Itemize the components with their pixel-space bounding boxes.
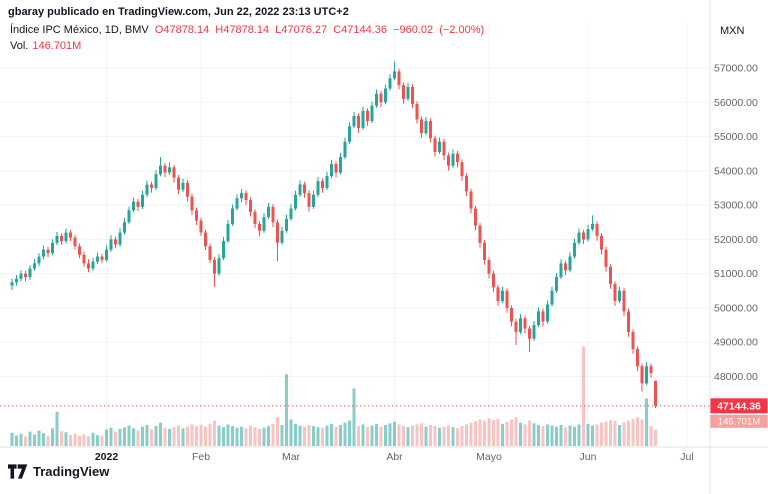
svg-text:2022: 2022 xyxy=(95,451,119,463)
tradingview-logo-icon xyxy=(8,464,28,479)
svg-text:Mar: Mar xyxy=(282,451,301,463)
svg-text:Jul: Jul xyxy=(680,451,693,463)
tradingview-logo-text: TradingView xyxy=(33,464,110,479)
price-axis-currency: MXN xyxy=(720,25,745,37)
svg-text:56000.00: 56000.00 xyxy=(714,97,758,109)
svg-text:Jun: Jun xyxy=(580,451,597,463)
svg-text:54000.00: 54000.00 xyxy=(714,165,758,177)
price-axis: 57000.00 56000.00 55000.00 54000.00 53000.00… xyxy=(714,63,758,384)
svg-text:47144.36: 47144.36 xyxy=(717,400,761,412)
svg-text:Mayo: Mayo xyxy=(476,451,502,463)
volume-layer xyxy=(10,346,657,446)
svg-text:Abr: Abr xyxy=(386,451,403,463)
svg-text:48000.00: 48000.00 xyxy=(714,371,758,383)
ohlc-values: O47878.14 H47878.14 L47076.27 C47144.36 … xyxy=(154,24,485,36)
svg-text:50000.00: 50000.00 xyxy=(714,302,758,314)
symbol-legend[interactable]: Índice IPC México, 1D, BMV O47878.14 H478… xyxy=(10,24,484,36)
svg-text:55000.00: 55000.00 xyxy=(714,131,758,143)
svg-text:53000.00: 53000.00 xyxy=(714,200,758,212)
time-axis: 2022 Feb Mar Abr Mayo Jun Jul xyxy=(95,451,694,463)
volume-value: 146.701M xyxy=(32,40,82,52)
volume-label: Vol. xyxy=(10,40,29,52)
svg-text:51000.00: 51000.00 xyxy=(714,268,758,280)
candles-layer xyxy=(10,61,657,409)
volume-legend: Vol. 146.701M xyxy=(10,40,81,52)
svg-text:57000.00: 57000.00 xyxy=(714,63,758,75)
tradingview-logo[interactable]: TradingView xyxy=(8,464,109,479)
attribution: gbaray publicado en TradingView.com, Jun… xyxy=(8,6,349,18)
last-price-badge: 47144.36 xyxy=(710,398,768,414)
svg-text:146.701M: 146.701M xyxy=(718,416,760,427)
grid-layer xyxy=(0,22,710,447)
symbol-title: Índice IPC México, 1D, BMV xyxy=(10,24,149,36)
svg-text:Feb: Feb xyxy=(192,451,210,463)
svg-text:52000.00: 52000.00 xyxy=(714,234,758,246)
last-volume-badge: 146.701M xyxy=(710,414,768,428)
svg-text:49000.00: 49000.00 xyxy=(714,337,758,349)
